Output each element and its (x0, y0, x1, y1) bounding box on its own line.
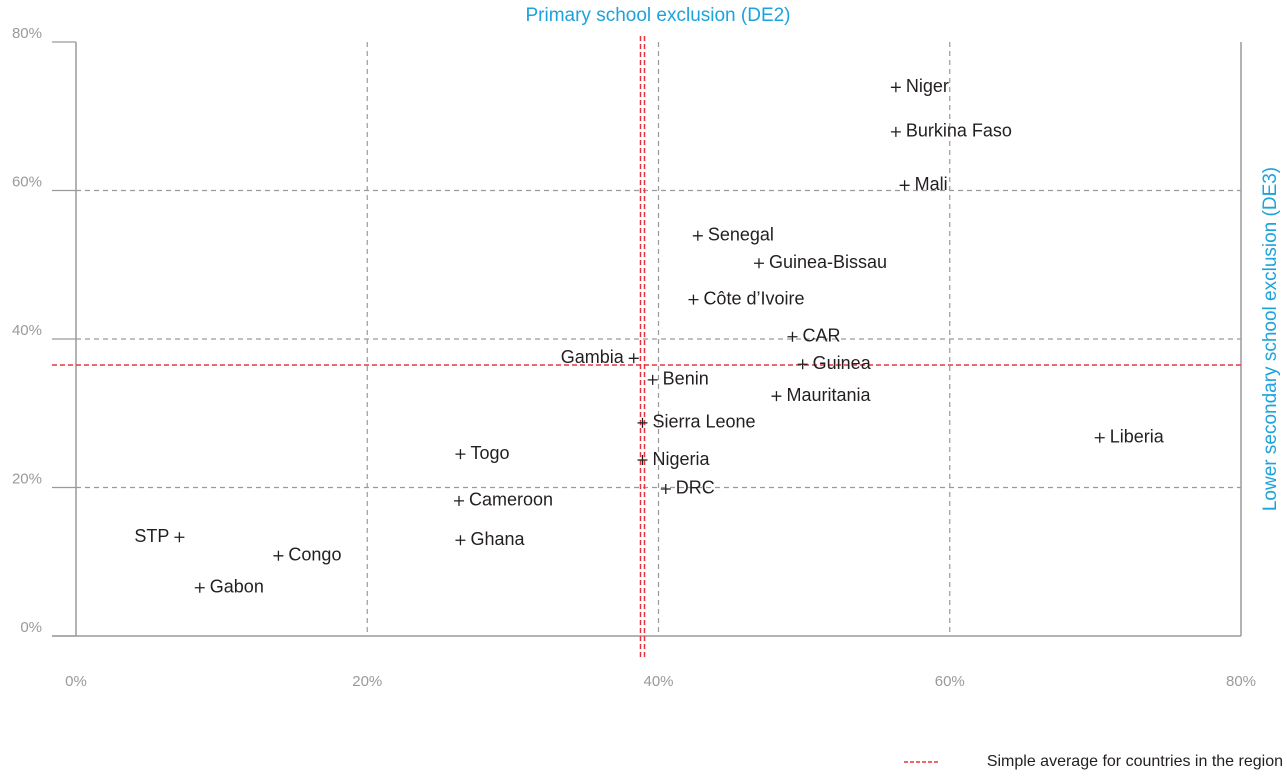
point-label: Burkina Faso (906, 121, 1012, 141)
point (273, 550, 284, 561)
point (637, 417, 648, 428)
point (890, 126, 901, 137)
point (194, 582, 205, 593)
point-label: Benin (663, 369, 709, 389)
point-label: Togo (470, 443, 509, 463)
point (899, 180, 910, 191)
point-label: Ghana (470, 529, 525, 549)
legend-label: Simple average for countries in the regi… (987, 753, 1283, 770)
point (455, 535, 466, 546)
y-tick-label: 0% (20, 619, 42, 636)
point-label: Congo (288, 545, 341, 565)
y-tick-label: 40% (12, 322, 42, 339)
chart-title: Primary school exclusion (DE2) (525, 5, 790, 26)
point-label: Nigeria (652, 449, 710, 469)
point-label: Sierra Leone (652, 412, 755, 432)
y-tick-label: 80% (12, 25, 42, 42)
point (787, 331, 798, 342)
point-label: STP (134, 526, 169, 546)
y-tick-label: 20% (12, 470, 42, 487)
point-label: Guinea (813, 353, 872, 373)
point-label: Niger (906, 76, 949, 96)
point (453, 495, 464, 506)
point-label: Senegal (708, 225, 774, 245)
point (753, 258, 764, 269)
point-label: Mauritania (786, 385, 871, 405)
point (628, 353, 639, 364)
x-tick-label: 0% (65, 673, 87, 690)
point-label: Liberia (1110, 427, 1165, 447)
x-tick-label: 80% (1226, 673, 1256, 690)
point-label: DRC (676, 478, 715, 498)
x-tick-label: 20% (352, 673, 382, 690)
point-label: Côte d’Ivoire (703, 288, 804, 308)
point (455, 449, 466, 460)
point (797, 359, 808, 370)
point (647, 374, 658, 385)
point-label: Gabon (210, 576, 264, 596)
point-label: CAR (802, 326, 840, 346)
point (771, 391, 782, 402)
point (660, 483, 671, 494)
point-label: Gambia (561, 347, 625, 367)
y-tick-label: 60% (12, 173, 42, 190)
point (637, 455, 648, 466)
point-label: Guinea-Bissau (769, 252, 887, 272)
point (688, 294, 699, 305)
x-tick-label: 40% (643, 673, 673, 690)
point-label: Cameroon (469, 490, 553, 510)
x-tick-label: 60% (935, 673, 965, 690)
point (1094, 432, 1105, 443)
point (890, 82, 901, 93)
point (174, 532, 185, 543)
point (692, 230, 703, 241)
point-label: Mali (915, 174, 948, 194)
y-axis-label: Lower secondary school exclusion (DE3) (1260, 167, 1281, 511)
